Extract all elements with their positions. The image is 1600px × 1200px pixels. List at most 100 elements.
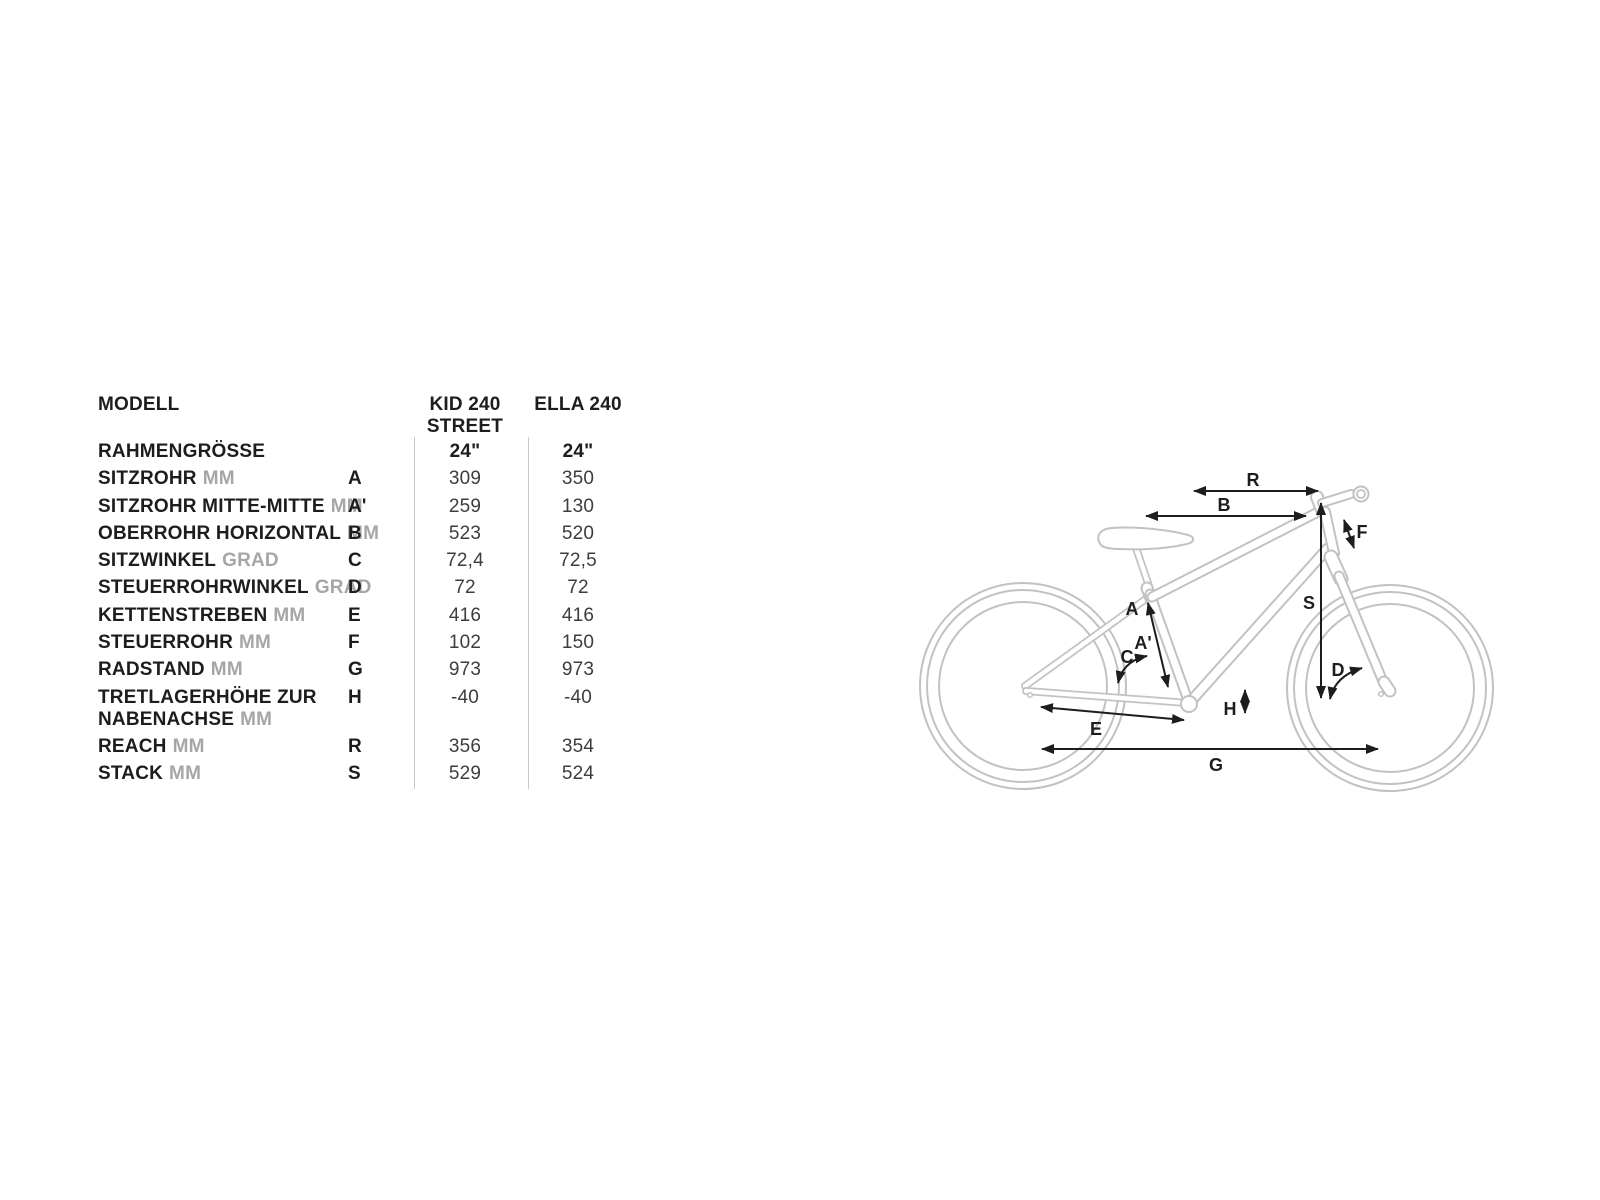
row-label: REACH [98, 735, 167, 757]
row-letter: G [348, 659, 363, 681]
row-letter: B [348, 522, 362, 544]
table-row-kettenstreben: KETTENSTREBEN MM E 416 416 [98, 602, 640, 629]
row-label: STEUERROHRWINKEL [98, 577, 309, 599]
dim-label-c: C [1121, 647, 1134, 667]
table-row-sitzrohr-mitte: SITZROHR MITTE-MITTE MM A' 259 130 [98, 493, 640, 520]
row-label: RADSTAND [98, 659, 205, 681]
row-unit: GRAD [222, 550, 279, 572]
dim-label-d: D [1332, 660, 1345, 680]
row-label: SITZROHR MITTE-MITTE [98, 495, 325, 517]
row-value-kid: 309 [448, 468, 482, 490]
saddle [1097, 526, 1195, 551]
table-divider-2 [528, 437, 529, 789]
table-row-radstand: RADSTAND MM G 973 973 [98, 656, 640, 683]
dim-label-s: S [1303, 593, 1315, 613]
dim-label-a: A [1126, 599, 1139, 619]
row-value-ella: 24" [562, 441, 594, 462]
row-letter: A [348, 468, 362, 490]
row-letter: F [348, 632, 360, 654]
row-letter: R [348, 735, 362, 757]
row-value-ella: 130 [561, 495, 595, 517]
bottom-bracket [1180, 695, 1198, 713]
row-value-kid: -40 [450, 686, 480, 708]
row-value-kid: 72,4 [446, 550, 484, 572]
row-letter: S [348, 762, 361, 784]
dim-label-r: R [1247, 470, 1260, 490]
dimension-labels: R B F A A' C S D H E G [1090, 470, 1368, 775]
header-model: MODELL [98, 394, 180, 415]
table-row-reach: REACH MM R 356 354 [98, 733, 640, 760]
rear-dropout-notch [1026, 691, 1034, 699]
dim-label-g: G [1209, 755, 1223, 775]
row-letter: A' [348, 495, 367, 517]
front-dropout-notch [1377, 690, 1385, 698]
row-value-kid: 102 [448, 632, 482, 654]
row-label: RAHMENGRÖSSE [98, 441, 266, 462]
row-value-kid: 973 [448, 659, 482, 681]
row-value-kid: 72 [454, 577, 476, 599]
row-value-kid: 529 [448, 762, 482, 784]
dim-label-b: B [1218, 495, 1231, 515]
row-label: KETTENSTREBEN [98, 604, 268, 626]
row-value-kid: 259 [448, 495, 482, 517]
header-letter-spacer [348, 394, 414, 438]
table-row-steuerrohrwinkel: STEUERROHRWINKEL GRAD D 72 72 [98, 574, 640, 601]
row-label: STEUERROHR [98, 632, 234, 654]
row-letter: C [348, 550, 362, 572]
front-wheel [1286, 584, 1494, 792]
row-unit: GRAD [314, 577, 372, 599]
table-row-tretlagerhoehe: TRETLAGERHÖHE ZUR NABENACHSE MM H -40 -40 [98, 684, 640, 733]
geometry-table: MODELL KID 240 STREET ELLA 240 RAHMENGRÖ… [98, 394, 640, 787]
rear-wheel [919, 582, 1127, 790]
dim-arc-headangle [1327, 666, 1363, 700]
dim-line-chainstay [1040, 703, 1185, 724]
bike-geometry-diagram: R B F A A' C S D H E G [919, 470, 1494, 792]
row-value-kid: 416 [448, 604, 482, 626]
row-unit: MM [202, 468, 235, 490]
row-unit: MM [239, 632, 272, 654]
row-value-ella: 524 [561, 762, 595, 784]
row-letter: H [348, 686, 362, 708]
row-value-ella: 520 [561, 522, 595, 544]
dim-label-h: H [1224, 699, 1237, 719]
row-unit: MM [240, 708, 273, 730]
dim-label-a-prime: A' [1134, 633, 1151, 653]
row-value-ella: 150 [561, 632, 595, 654]
bike-frame [1021, 485, 1397, 713]
row-unit: MM [330, 495, 363, 517]
row-value-kid: 523 [448, 522, 482, 544]
header-col1-line2: STREET [426, 416, 504, 437]
row-unit: MM [273, 604, 306, 626]
dim-arc-seatangle [1115, 653, 1148, 684]
row-letter: D [348, 577, 362, 599]
row-label: TRETLAGERHÖHE ZUR NABENACHSE [98, 686, 317, 730]
dim-label-e: E [1090, 719, 1102, 739]
row-label: OBERROHR HORIZONTAL [98, 522, 342, 544]
row-unit: MM [172, 735, 205, 757]
row-value-ella: 416 [561, 604, 595, 626]
table-row-rahmengroesse: RAHMENGRÖSSE 24" 24" [98, 438, 640, 465]
table-header-row: MODELL KID 240 STREET ELLA 240 [98, 394, 640, 438]
row-value-ella: 973 [561, 659, 595, 681]
dim-label-f: F [1357, 522, 1368, 542]
table-row-sitzrohr: SITZROHR MM A 309 350 [98, 465, 640, 492]
row-value-ella: 350 [561, 468, 595, 490]
table-row-oberrohr: OBERROHR HORIZONTAL MM B 523 520 [98, 520, 640, 547]
row-value-ella: 354 [561, 735, 595, 757]
row-unit: MM [169, 762, 202, 784]
row-label: SITZWINKEL [98, 550, 217, 572]
table-divider-1 [414, 437, 415, 789]
row-value-ella: 72,5 [559, 550, 597, 572]
row-unit: MM [210, 659, 243, 681]
header-col-ella240: ELLA 240 [534, 394, 622, 415]
row-unit: MM [347, 522, 380, 544]
table-row-stack: STACK MM S 529 524 [98, 760, 640, 787]
row-value-kid: 24" [449, 441, 481, 462]
row-label: STACK [98, 762, 164, 784]
row-value-ella: -40 [563, 686, 593, 708]
dimension-arrows [1040, 486, 1379, 754]
row-label: SITZROHR [98, 468, 197, 490]
header-col1-line1: KID 240 [429, 394, 501, 415]
table-row-sitzwinkel: SITZWINKEL GRAD C 72,4 72,5 [98, 547, 640, 574]
dim-line-headtube [1343, 519, 1355, 549]
